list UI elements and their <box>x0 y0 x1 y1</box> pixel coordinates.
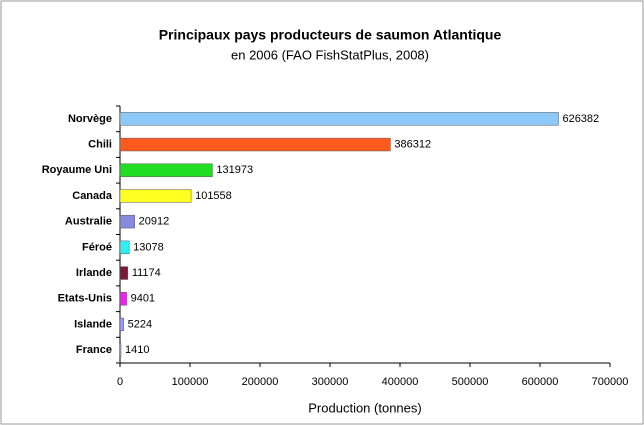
x-axis-label: Production (tonnes) <box>308 400 421 415</box>
bar <box>119 240 130 255</box>
chart-subtitle: en 2006 (FAO FishStatPlus, 2008) <box>231 47 429 62</box>
y-tick-label: Canada <box>72 190 113 202</box>
bar <box>119 266 129 280</box>
bar <box>119 137 391 152</box>
y-tick-label: Irlande <box>76 267 112 279</box>
bar <box>119 292 127 306</box>
bar <box>119 214 135 229</box>
y-tick-label: France <box>76 344 112 356</box>
x-tick-label: 500000 <box>452 376 489 388</box>
x-tick-label: 100000 <box>172 376 209 388</box>
bar <box>119 343 122 357</box>
value-label: 131973 <box>216 164 253 176</box>
chart-title: Principaux pays producteurs de saumon At… <box>159 27 502 43</box>
value-label: 9401 <box>131 293 155 305</box>
y-tick-label: Australie <box>65 216 112 228</box>
y-tick-label: Chili <box>88 138 112 150</box>
bar <box>119 163 213 177</box>
x-tick-label: 300000 <box>312 376 349 388</box>
value-label: 5224 <box>128 318 152 330</box>
x-tick-label: 0 <box>117 376 123 388</box>
value-label: 626382 <box>562 113 599 125</box>
value-label: 101558 <box>195 190 232 202</box>
x-tick-label: 600000 <box>522 376 559 388</box>
bar <box>119 317 124 332</box>
x-tick-label: 700000 <box>592 376 629 388</box>
value-label: 20912 <box>139 216 170 228</box>
y-tick-label: Norvège <box>68 113 112 125</box>
value-label: 13078 <box>133 241 164 253</box>
bar <box>119 189 192 203</box>
y-tick-label: Etats-Unis <box>58 293 112 305</box>
y-tick-label: Islande <box>74 318 112 330</box>
y-tick-label: Royaume Uni <box>42 164 112 176</box>
x-tick-label: 200000 <box>242 376 279 388</box>
y-tick-label: Féroé <box>82 241 112 253</box>
value-label: 11174 <box>132 267 161 279</box>
value-label: 1410 <box>125 344 149 356</box>
bar <box>119 112 559 126</box>
x-tick-label: 400000 <box>382 376 419 388</box>
value-label: 386312 <box>394 138 431 150</box>
